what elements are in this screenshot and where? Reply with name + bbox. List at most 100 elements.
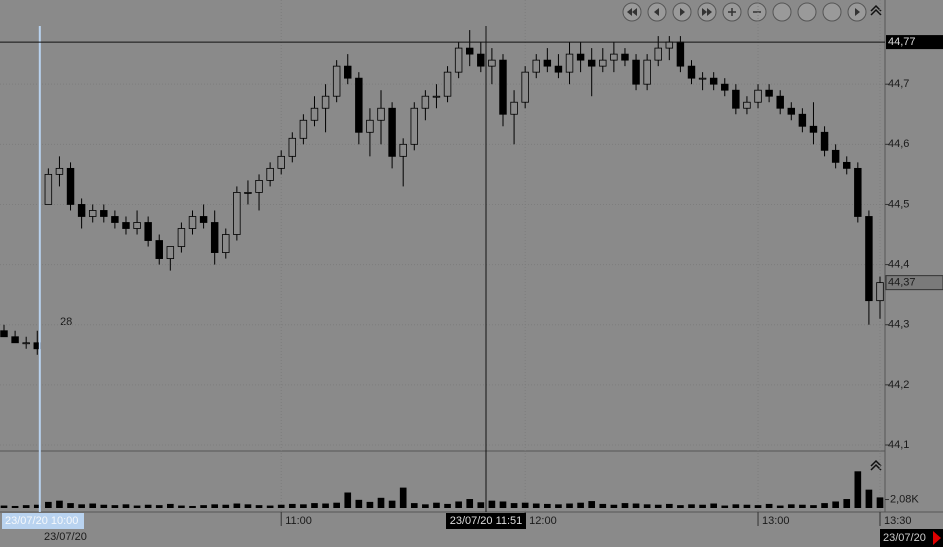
candle-body [11, 336, 19, 344]
volume-bar [521, 502, 529, 508]
candle-body [798, 113, 807, 127]
volume-bar [810, 505, 817, 508]
candle-body [621, 53, 629, 61]
candle-body [432, 95, 441, 98]
x-tick-label: 13:30 [884, 515, 912, 527]
volume-bar [22, 505, 30, 508]
volume-bar [355, 499, 363, 508]
cursor-time: 23/07/20 10:00 [5, 515, 78, 527]
volume-bar [799, 504, 806, 508]
candle-body [410, 107, 419, 145]
btn-zoom[interactable] [772, 2, 792, 22]
date-right: 23/07/20 [883, 532, 926, 544]
candle-body [77, 204, 86, 217]
collapse-arrows[interactable] [870, 4, 882, 471]
volume-bar [776, 505, 784, 508]
volume-bar [155, 505, 163, 508]
volume-bar [0, 505, 8, 508]
candle-body [610, 53, 618, 61]
volume-bar [832, 501, 839, 508]
candle-body [488, 59, 496, 67]
candle-body [377, 107, 385, 121]
volume-bar [854, 471, 862, 508]
candle-body [344, 65, 352, 79]
date-right-tag [880, 529, 943, 547]
candle-body [765, 89, 773, 97]
candle-body [732, 89, 740, 109]
candle-body [632, 59, 640, 85]
candle-body [133, 222, 141, 229]
candle-body [554, 65, 563, 73]
candle-body [244, 192, 252, 194]
candle-body [266, 167, 274, 181]
btn-expand[interactable] [797, 2, 817, 22]
candle-body [233, 192, 241, 235]
volume-bar [876, 497, 884, 508]
crosshair-price-tag [886, 35, 943, 50]
candle-body [665, 41, 674, 49]
candle-body [177, 228, 186, 247]
volume-bar [643, 504, 651, 508]
candle-body [477, 53, 485, 67]
volume-bar [555, 504, 562, 508]
candle-body [510, 101, 518, 115]
toolbar-glyphs-zoom [728, 8, 761, 16]
volume-bar [765, 503, 773, 508]
last-price: 44,37 [888, 277, 916, 289]
candle-body [144, 222, 152, 241]
y-tick-label: 44,5 [888, 198, 909, 210]
volume-bar [577, 502, 584, 508]
candle-body [843, 161, 851, 169]
volume-bar [410, 503, 418, 508]
candle-body [698, 77, 707, 80]
crosshair-time-tag [446, 513, 526, 529]
btn-shrink[interactable] [822, 2, 842, 22]
volume-bar [699, 504, 706, 508]
candle-body [721, 83, 729, 91]
volume-bar [477, 502, 485, 508]
volume-bar [821, 503, 828, 508]
candle-body [310, 107, 319, 121]
volume-bar [300, 504, 307, 508]
volume-bar [100, 504, 108, 508]
volume-bar [488, 500, 496, 508]
volume-bar [45, 501, 52, 508]
volume-bar [721, 505, 729, 508]
crosshair-time: 23/07/20 11:51 [450, 515, 523, 527]
y-tick-label: 44,3 [888, 319, 909, 331]
y-tick-label: 44,4 [888, 258, 909, 270]
volume-bar [754, 505, 762, 508]
candle-body [776, 95, 784, 109]
candle-body [754, 89, 762, 103]
candle-body [199, 216, 208, 223]
volume-bar [787, 504, 795, 508]
candle-body [787, 107, 796, 115]
volume-bar [544, 503, 551, 508]
candle-body [210, 222, 219, 253]
candle-body [66, 167, 75, 205]
candle-body [687, 65, 696, 79]
candle-body [854, 167, 862, 217]
volume-bar [599, 503, 607, 508]
volume-bar [843, 499, 851, 508]
candle-body [355, 77, 363, 133]
volume-bar [255, 505, 263, 508]
volume-bar [222, 504, 230, 508]
volume-bar [344, 492, 352, 508]
candle-body [55, 167, 64, 175]
candle-body [332, 65, 341, 97]
volume-bar [89, 503, 97, 508]
candle-body [743, 101, 751, 109]
volume-tick-label: 2,08K [890, 493, 919, 505]
candle-body [809, 125, 818, 133]
candle-body [499, 59, 507, 115]
x-tick-label: 13:00 [762, 515, 790, 527]
volume-bar [433, 502, 440, 508]
candle-body [599, 59, 607, 67]
volume-bar [444, 503, 451, 508]
volume-bar [277, 504, 285, 508]
volume-bar [233, 503, 241, 508]
candle-body [321, 95, 330, 109]
x-tick-label: 12:00 [529, 515, 557, 527]
